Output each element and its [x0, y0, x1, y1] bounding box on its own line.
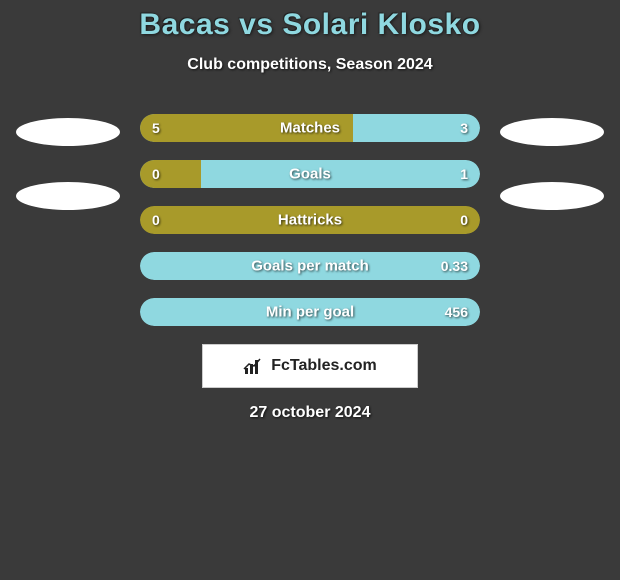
stat-label: Goals per match — [251, 258, 369, 275]
stat-value-right: 1 — [460, 166, 468, 182]
stats-area: 5 Matches 3 0 Goals 1 0 Hattricks 0 Goals per mat… — [0, 114, 620, 326]
comparison-infographic: Bacas vs Solari Klosko Club competitions… — [0, 0, 620, 422]
player-avatar-placeholder — [16, 118, 120, 146]
stat-value-left: 5 — [152, 120, 160, 136]
stat-label: Goals — [289, 166, 331, 183]
stat-value-left: 0 — [152, 166, 160, 182]
team-logo-placeholder — [16, 182, 120, 210]
team-logo-placeholder — [500, 182, 604, 210]
player-avatar-placeholder — [500, 118, 604, 146]
stat-value-right: 0 — [460, 212, 468, 228]
stat-label: Matches — [280, 120, 340, 137]
stat-bar: Goals per match 0.33 — [140, 252, 480, 280]
stat-bar: 0 Hattricks 0 — [140, 206, 480, 234]
stat-label: Min per goal — [266, 304, 354, 321]
page-title: Bacas vs Solari Klosko — [0, 8, 620, 42]
stat-label: Hattricks — [278, 212, 342, 229]
stat-value-right: 3 — [460, 120, 468, 136]
stat-bar: Min per goal 456 — [140, 298, 480, 326]
right-avatar-column — [500, 114, 604, 210]
logo-text: FcTables.com — [271, 357, 377, 375]
stat-bars: 5 Matches 3 0 Goals 1 0 Hattricks 0 Goals per mat… — [140, 114, 480, 326]
stat-value-left: 0 — [152, 212, 160, 228]
chart-icon — [243, 357, 265, 375]
stat-bar: 0 Goals 1 — [140, 160, 480, 188]
date: 27 october 2024 — [0, 404, 620, 422]
subtitle: Club competitions, Season 2024 — [0, 56, 620, 74]
fctables-logo: FcTables.com — [202, 344, 418, 388]
stat-value-right: 0.33 — [441, 258, 468, 274]
stat-value-right: 456 — [445, 304, 468, 320]
left-avatar-column — [16, 114, 120, 210]
stat-bar: 5 Matches 3 — [140, 114, 480, 142]
